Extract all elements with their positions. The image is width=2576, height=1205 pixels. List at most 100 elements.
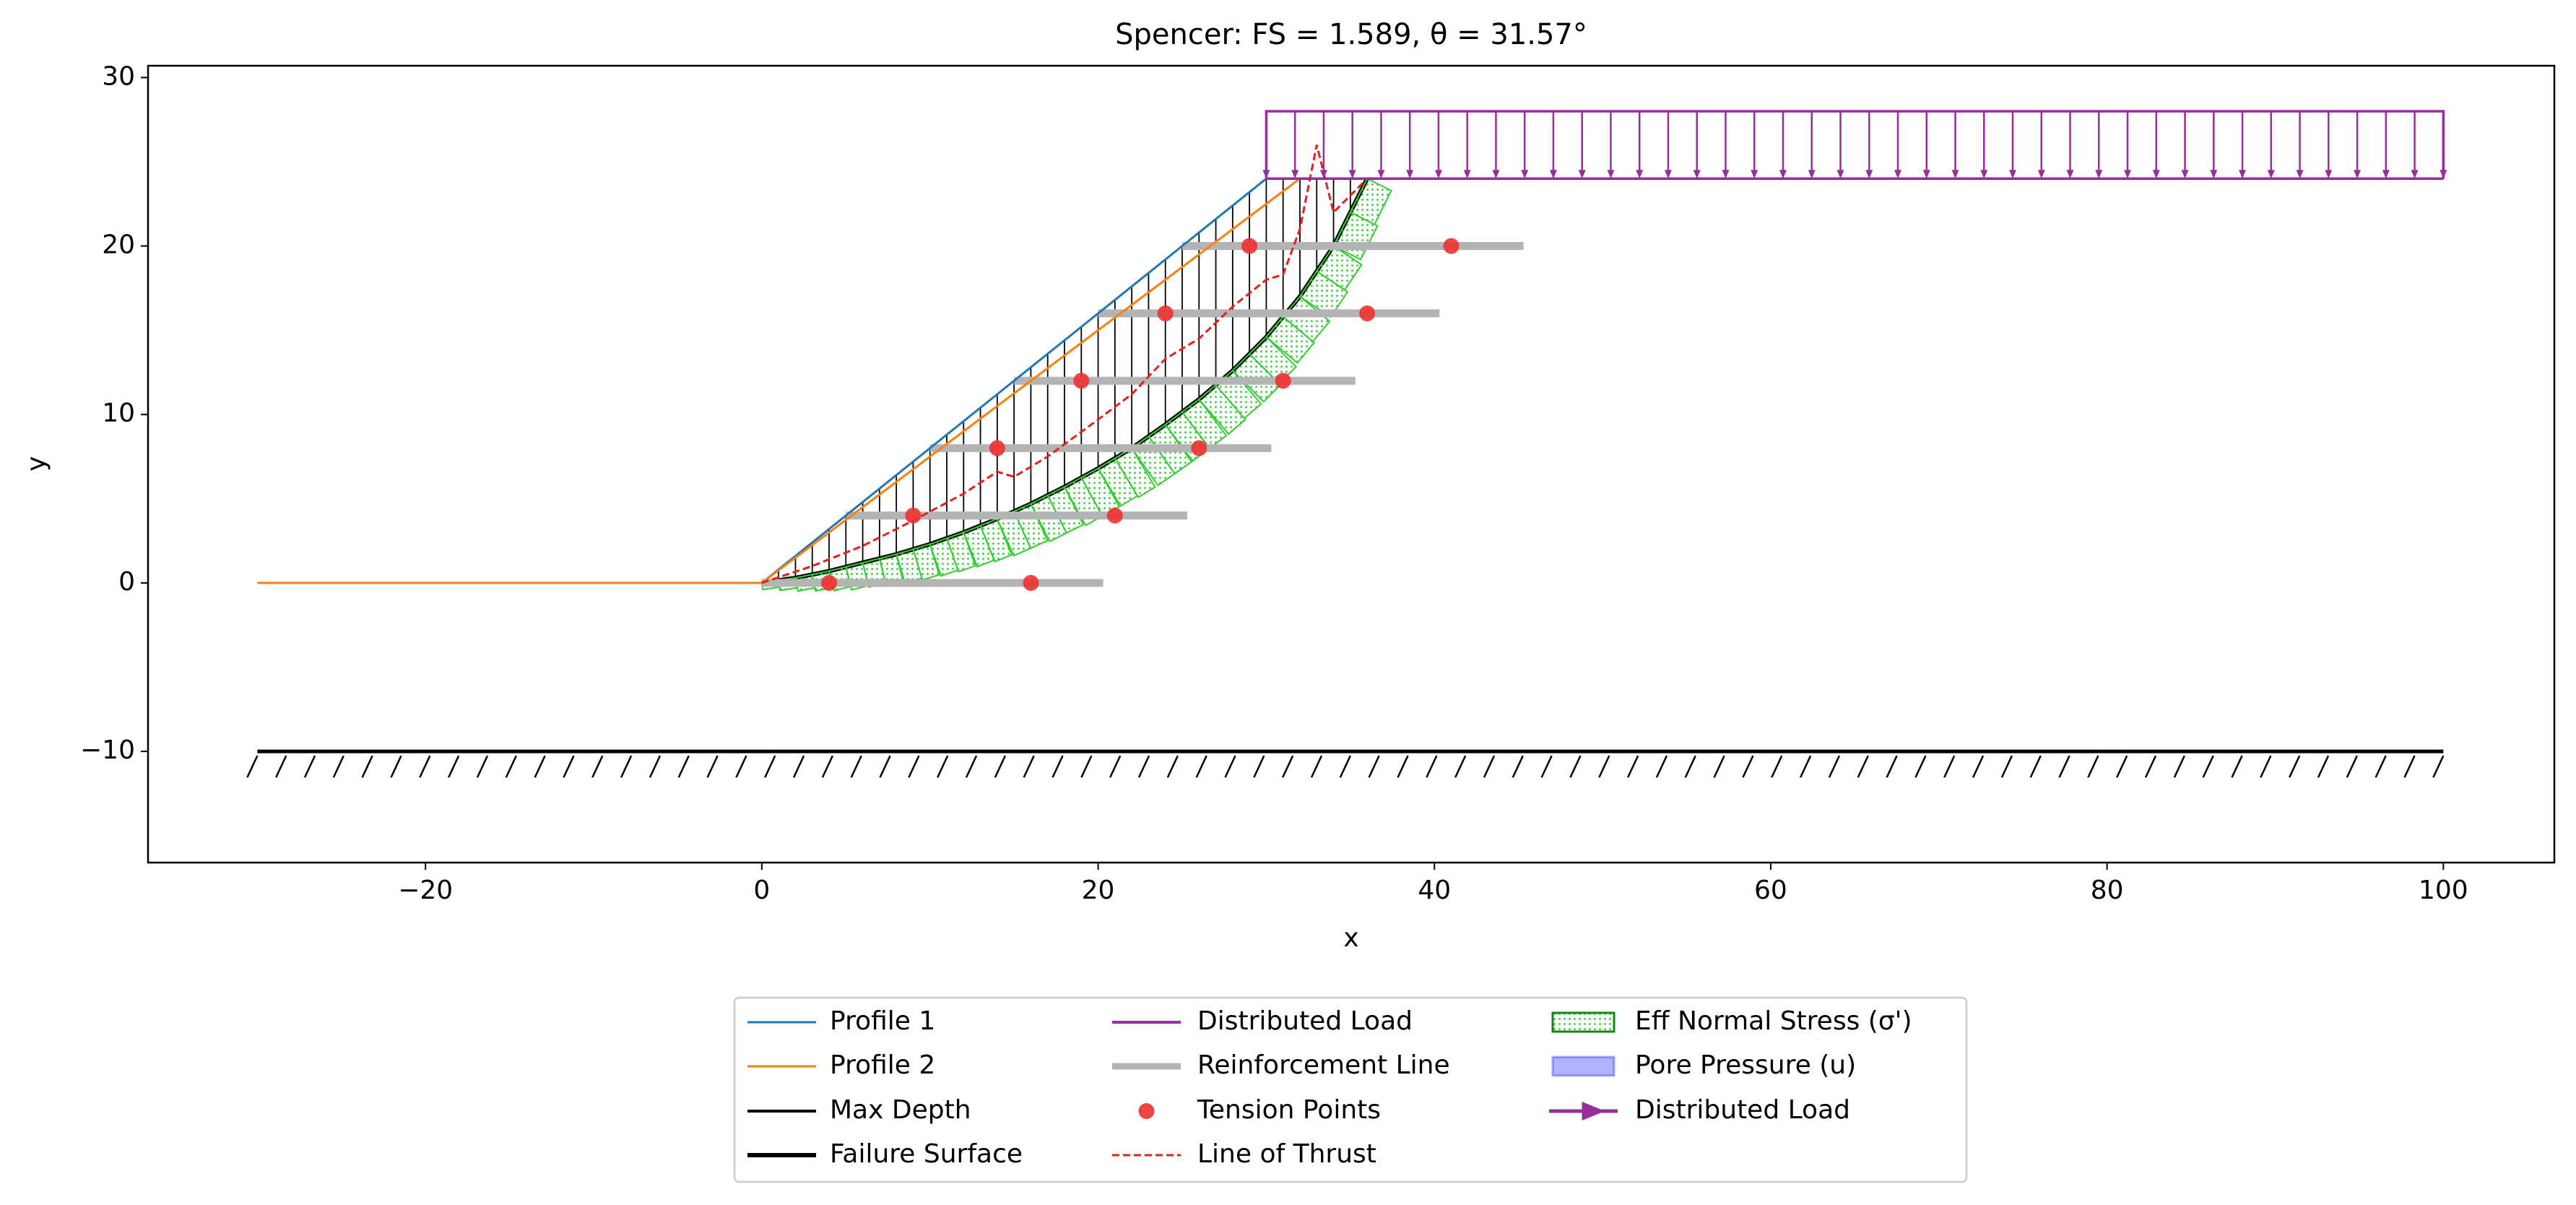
hatch: [332, 755, 344, 778]
load-arrowhead: [1693, 170, 1701, 179]
load-arrowhead: [1549, 170, 1557, 179]
tension-point: [821, 574, 838, 591]
x-tick-label: 40: [1418, 876, 1451, 905]
eff-normal-stress: [1046, 485, 1085, 535]
load-arrowhead: [1664, 170, 1672, 179]
hatch: [2375, 755, 2387, 778]
load-arrowhead: [1751, 170, 1758, 179]
load-arrowhead: [1865, 170, 1873, 179]
hatch: [246, 755, 259, 778]
legend-label: Tension Points: [1197, 1095, 1381, 1125]
hatch: [1310, 755, 1323, 778]
hatch: [2116, 755, 2128, 778]
load-arrowhead: [1636, 170, 1644, 179]
hatch: [764, 755, 776, 778]
x-tick-label: −20: [398, 876, 453, 905]
hatch: [1454, 755, 1467, 778]
load-arrowhead: [2325, 170, 2333, 179]
x-tick-label: 0: [753, 876, 770, 905]
y-tick-label: 20: [102, 230, 135, 260]
load-arrowhead: [2124, 170, 2132, 179]
hatch: [1195, 755, 1207, 778]
load-arrowhead: [1779, 170, 1787, 179]
legend-label: Line of Thrust: [1197, 1139, 1376, 1169]
hatch: [908, 755, 920, 778]
hatch: [2317, 755, 2330, 778]
eff-normal-stress: [1282, 295, 1331, 343]
eff-normal-stress: [912, 543, 940, 581]
hatch: [2231, 755, 2243, 778]
hatch: [1742, 755, 1754, 778]
hatch: [792, 755, 805, 778]
hatch: [2144, 755, 2157, 778]
plot-area: [246, 110, 2447, 778]
eff-normal-stress: [1349, 177, 1392, 225]
load-arrowhead: [2210, 170, 2218, 179]
load-arrowhead: [1607, 170, 1615, 179]
hatch: [1626, 755, 1639, 778]
load-arrowhead: [2152, 170, 2160, 179]
load-arrowhead: [2296, 170, 2304, 179]
load-arrowhead: [1521, 170, 1529, 179]
hatch: [706, 755, 719, 778]
x-tick-label: 80: [2091, 876, 2124, 905]
load-arrowhead: [1980, 170, 1988, 179]
eff-normal-stress: [1315, 245, 1363, 291]
hatch: [1914, 755, 1927, 778]
hatch: [275, 755, 287, 778]
hatch: [1166, 755, 1179, 778]
hatch: [2173, 755, 2185, 778]
hatch: [448, 755, 460, 778]
hatch: [2058, 755, 2070, 778]
hatch: [2202, 755, 2214, 778]
load-arrowhead: [2267, 170, 2275, 179]
eff-normal-stress: [945, 531, 976, 573]
eff-normal-stress: [1197, 384, 1246, 436]
hatch: [1943, 755, 1956, 778]
load-arrowhead: [2354, 170, 2362, 179]
hatch: [1972, 755, 1985, 778]
hatch: [2346, 755, 2358, 778]
hatch: [2029, 755, 2042, 778]
hatch: [677, 755, 690, 778]
load-arrowhead: [2009, 170, 2017, 179]
eff-normal-stress: [1248, 336, 1298, 385]
hatch: [505, 755, 517, 778]
hatch: [1023, 755, 1035, 778]
legend-handle: [1582, 1102, 1605, 1120]
hatch: [534, 755, 546, 778]
hatch: [1224, 755, 1236, 778]
hatch: [1569, 755, 1582, 778]
load-arrowhead: [1836, 170, 1844, 179]
hatch: [1282, 755, 1294, 778]
load-arrowhead: [1492, 170, 1500, 179]
load-arrowhead: [1578, 170, 1586, 179]
x-tick-label: 60: [1754, 876, 1787, 905]
x-tick-label: 100: [2419, 876, 2468, 905]
legend-label: Distributed Load: [1635, 1095, 1850, 1125]
y-tick-label: 30: [102, 61, 135, 91]
hatch: [1426, 755, 1438, 778]
hatch: [591, 755, 604, 778]
hatch: [1368, 755, 1380, 778]
hatch: [1137, 755, 1150, 778]
hatch: [1799, 755, 1812, 778]
legend-label: Profile 2: [830, 1050, 935, 1080]
load-arrowhead: [2440, 170, 2447, 179]
load-arrowhead: [1463, 170, 1471, 179]
load-arrowhead: [1291, 170, 1299, 179]
hatch: [1655, 755, 1668, 778]
load-arrowhead: [2066, 170, 2074, 179]
tension-point: [1191, 440, 1207, 457]
hatch: [879, 755, 891, 778]
hatch: [1051, 755, 1064, 778]
hatch: [1684, 755, 1696, 778]
x-tick-label: 20: [1082, 876, 1115, 905]
eff-normal-stress: [1181, 398, 1228, 449]
hatch: [850, 755, 862, 778]
load-arrowhead: [1319, 170, 1327, 179]
tension-point: [1443, 238, 1460, 254]
y-tick-label: −10: [80, 735, 135, 765]
hatch: [390, 755, 402, 778]
